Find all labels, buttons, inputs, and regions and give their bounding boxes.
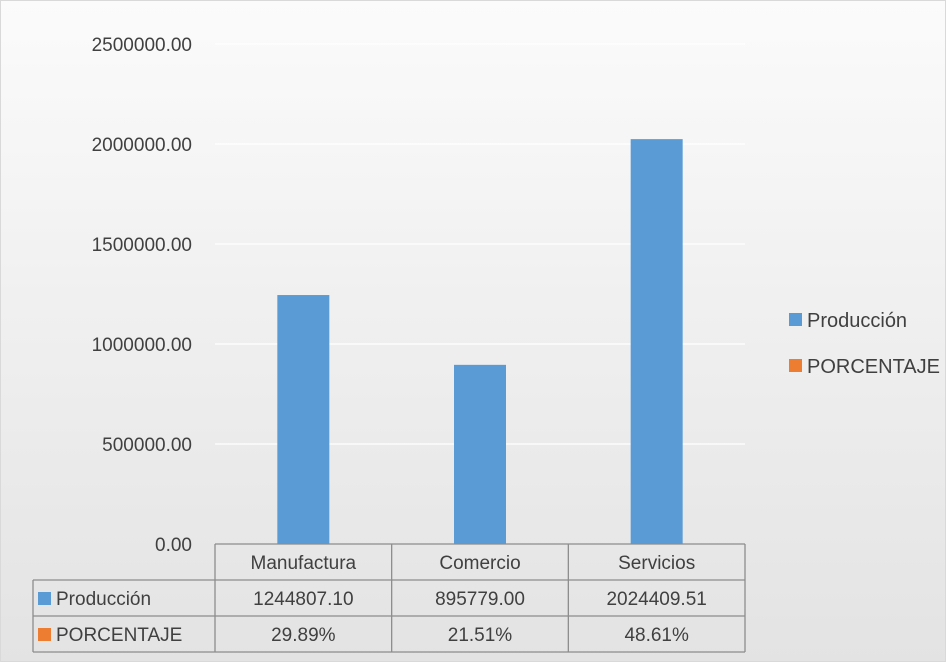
table-legend-key xyxy=(38,592,51,605)
legend-swatch xyxy=(789,313,802,326)
legend-entry: Producción xyxy=(807,310,907,332)
x-tick-label: Servicios xyxy=(618,553,695,574)
data-table: Manufactura Comercio Servicios Producción 12… xyxy=(32,543,746,653)
y-tick-label: 500000.00 xyxy=(102,435,192,456)
bar xyxy=(630,139,683,544)
bar xyxy=(454,364,506,544)
y-tick-label: 0.00 xyxy=(155,535,192,556)
bar xyxy=(277,295,330,544)
legend-swatch xyxy=(789,359,802,372)
data-label: 48.61% xyxy=(624,625,689,646)
y-tick-label: 1000000.00 xyxy=(92,335,192,356)
data-label: 1244807.10 xyxy=(253,589,353,610)
data-label: 895779.00 xyxy=(435,589,525,610)
y-tick-label: 2500000.00 xyxy=(92,35,192,56)
x-tick-label: Comercio xyxy=(439,553,520,574)
y-axis-ticks: 0.00 500000.00 1000000.00 1500000.00 2000000… xyxy=(92,35,192,556)
data-label: 2024409.51 xyxy=(606,589,706,610)
data-label: 21.51% xyxy=(448,625,513,646)
x-tick-label: Manufactura xyxy=(251,553,357,574)
legend: Producción PORCENTAJE xyxy=(789,310,940,378)
table-row-label: PORCENTAJE xyxy=(56,625,182,646)
data-label: 29.89% xyxy=(271,625,336,646)
legend-entry: PORCENTAJE xyxy=(807,356,940,378)
table-row-label: Producción xyxy=(56,589,151,610)
y-tick-label: 2000000.00 xyxy=(92,135,192,156)
bars xyxy=(277,139,683,544)
y-tick-label: 1500000.00 xyxy=(92,235,192,256)
table-legend-key xyxy=(38,628,51,641)
